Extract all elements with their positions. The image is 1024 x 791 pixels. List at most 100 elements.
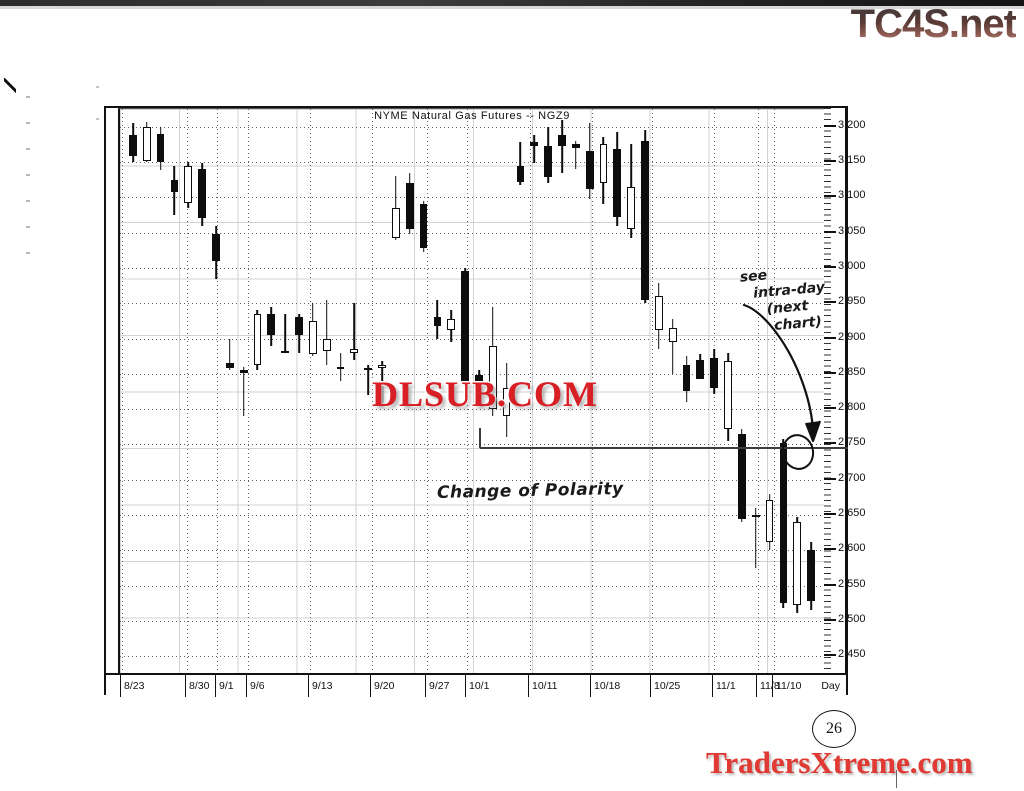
- candlestick-wick: [478, 370, 480, 399]
- candlestick-body: [571, 144, 580, 148]
- candlestick: [516, 109, 525, 674]
- candlestick: [184, 109, 193, 674]
- x-axis-tick-label: 10/1: [465, 675, 489, 697]
- x-axis-tick-label: 11/1: [712, 675, 736, 697]
- candlestick: [392, 109, 400, 674]
- x-axis-tick-label: 11/10: [772, 675, 802, 697]
- x-axis-tick-label: 9/20: [370, 675, 394, 697]
- candlestick-body: [461, 271, 469, 383]
- y-axis-tick-label: 2.650: [838, 507, 866, 520]
- candlestick-body: [308, 320, 317, 355]
- candlestick: [544, 109, 552, 674]
- candlestick-body: [405, 183, 414, 230]
- y-axis: 3.200 3.150 3.100 3.050 3.000 2.950 2.900 2.850…: [824, 108, 866, 673]
- gridline-vertical: [652, 109, 653, 673]
- candlestick-body: [807, 550, 815, 602]
- candlestick: [364, 109, 373, 674]
- x-axis-tick-label: 10/18: [590, 675, 620, 697]
- y-axis-tick-label: 2.900: [838, 330, 866, 343]
- y-axis-tick: [824, 195, 836, 198]
- handwritten-arrow-icon: [742, 303, 822, 443]
- candlestick: [225, 109, 234, 674]
- candlestick: [308, 109, 317, 674]
- candlestick-body: [433, 317, 442, 326]
- candlestick-wick: [284, 313, 286, 353]
- y-axis-tick: [824, 513, 836, 516]
- candlestick-body: [558, 135, 566, 147]
- y-axis-tick-label: 2.800: [838, 401, 866, 414]
- candlestick: [405, 109, 414, 674]
- y-axis-tick-label: 3.150: [838, 153, 866, 166]
- x-axis-tick-label: 9/27: [425, 675, 449, 697]
- candlestick-body: [488, 345, 497, 410]
- page-number-badge: 26: [812, 710, 856, 748]
- candlestick: [475, 109, 483, 674]
- x-axis-label-strip: Day 8/23 8/30 9/1 9/6 9/13 9/20 9/27 10/1 10/11 1…: [106, 673, 846, 697]
- candlestick: [710, 109, 719, 674]
- x-axis-tick-label: 8/23: [120, 675, 144, 697]
- dlsub-watermark: DLSUB.COM: [372, 374, 599, 414]
- candlestick-body: [710, 358, 719, 388]
- candlestick: [627, 109, 636, 674]
- candlestick-body: [668, 327, 677, 343]
- scan-artifact-dots-left: [26, 96, 30, 256]
- candlestick-wick: [353, 303, 356, 360]
- handwritten-note-change-of-polarity: Change of Polarity: [436, 479, 624, 503]
- candlestick-body: [793, 522, 802, 606]
- candlestick: [142, 109, 151, 674]
- candlestick-body: [184, 165, 193, 203]
- candlestick-body: [682, 365, 691, 392]
- x-axis-tick-label: 10/11: [528, 675, 558, 697]
- candlestick: [558, 109, 566, 674]
- polarity-line-left-tick: [479, 428, 481, 448]
- candlestick: [336, 109, 345, 674]
- candlestick: [350, 109, 359, 674]
- candlestick: [322, 109, 331, 674]
- tc4s-watermark: TC4S.net: [850, 2, 1017, 46]
- candlestick-wick: [242, 366, 245, 417]
- candlestick-body: [267, 313, 276, 335]
- y-axis-tick-label: 3.200: [838, 118, 866, 131]
- candlestick-body: [696, 359, 705, 380]
- candlestick: [599, 109, 608, 674]
- y-axis-tick: [824, 548, 836, 551]
- candlestick-body: [253, 313, 262, 366]
- x-axis-tick-label: 11/8: [756, 675, 780, 697]
- candlestick-body: [239, 370, 248, 373]
- candlestick-body: [378, 365, 386, 368]
- candlestick: [378, 109, 386, 674]
- candlestick-body: [738, 433, 746, 519]
- candlestick-body: [142, 126, 151, 161]
- gridline-vertical: [122, 109, 123, 673]
- candlestick: [281, 109, 290, 674]
- candlestick-body: [641, 140, 649, 300]
- candlestick: [779, 109, 788, 674]
- dlsub-watermark-outline: DLSUB.COM: [370, 373, 599, 416]
- candlestick: [253, 109, 262, 674]
- candlestick: [156, 109, 165, 674]
- y-axis-tick: [824, 477, 836, 480]
- candlestick: [807, 109, 815, 674]
- candlestick: [738, 109, 746, 674]
- y-axis-tick: [824, 265, 836, 268]
- candlestick: [613, 109, 622, 674]
- x-axis-tick-label: 9/6: [246, 675, 265, 697]
- candlestick: [198, 109, 206, 674]
- scan-top-edge-shadow: [0, 6, 1024, 9]
- candlestick-wick: [671, 318, 674, 374]
- candlestick: [571, 109, 580, 674]
- scan-artifact-mark: [4, 78, 16, 94]
- candlestick-body: [613, 149, 622, 218]
- candlestick-body: [322, 338, 331, 352]
- candlestick-body: [281, 351, 290, 354]
- y-axis-tick-label: 2.950: [838, 295, 866, 308]
- y-axis-tick: [824, 407, 836, 410]
- candlestick-body: [336, 366, 345, 369]
- candlestick: [724, 109, 732, 674]
- candlestick: [129, 109, 137, 674]
- candlestick-body: [475, 375, 483, 381]
- y-axis-tick: [824, 124, 836, 127]
- candlestick: [696, 109, 705, 674]
- candlestick-body: [502, 387, 511, 417]
- candlestick: [668, 109, 677, 674]
